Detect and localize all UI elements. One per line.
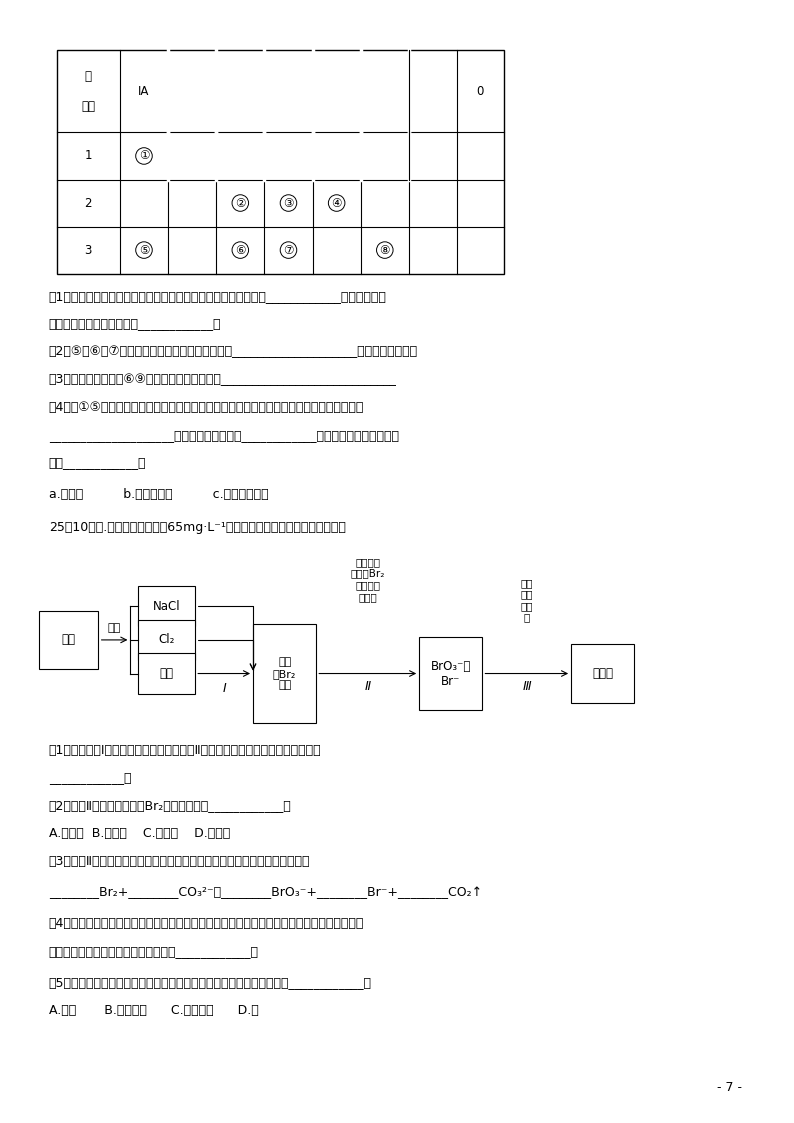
- Text: 与二氧化硫水溶液反应的化学方程式：____________。: 与二氧化硫水溶液反应的化学方程式：____________。: [49, 944, 259, 958]
- Bar: [57, 49, 504, 274]
- Text: Ⅱ: Ⅱ: [364, 681, 371, 693]
- Text: 晒盐: 晒盐: [108, 623, 121, 633]
- Text: 1: 1: [85, 149, 92, 163]
- Text: （1）在上述元素的最高价氧化物对应的水化物中：碱性最强的是____________（用化学式表: （1）在上述元素的最高价氧化物对应的水化物中：碱性最强的是___________…: [49, 291, 387, 303]
- Text: 海水: 海水: [62, 633, 75, 647]
- Bar: [419, 637, 483, 710]
- Bar: [571, 645, 634, 703]
- Text: 码）____________。: 码）____________。: [49, 456, 146, 469]
- Bar: [39, 611, 98, 669]
- Text: （2）⑤、⑥、⑦的简单离子半径由大到小的顺序是____________________（用离子符号）。: （2）⑤、⑥、⑦的简单离子半径由大到小的顺序是_________________…: [49, 345, 418, 358]
- Text: 2: 2: [85, 197, 92, 210]
- Text: ⑦: ⑦: [283, 244, 294, 256]
- Text: ③: ③: [283, 197, 294, 210]
- Text: Ⅲ: Ⅲ: [522, 681, 531, 693]
- Text: 工业溨: 工业溨: [592, 667, 613, 681]
- Text: ⑥: ⑥: [235, 244, 245, 256]
- Text: 通入热空
气吹出Br₂
用纯碗溶
液吸收: 通入热空 气吹出Br₂ 用纯碗溶 液吸收: [350, 557, 385, 602]
- Text: （4）上述流程中吹出的溨蕊气，也可先用二氧化硫水溶液吸收，再用氯气氧化后蕊馅。写出溨: （4）上述流程中吹出的溨蕊气，也可先用二氧化硫水溶液吸收，再用氯气氧化后蕊馅。写…: [49, 916, 364, 930]
- Text: ②: ②: [235, 197, 245, 210]
- Bar: [253, 624, 316, 723]
- Text: IA: IA: [138, 84, 150, 98]
- Text: ____________。: ____________。: [49, 772, 131, 784]
- Text: 0: 0: [476, 84, 484, 98]
- Text: ⑤: ⑤: [139, 244, 149, 256]
- Text: （3）步骤Ⅱ中涉及的离子反应如下，请在下面横线上填入适当的化学计量数：: （3）步骤Ⅱ中涉及的离子反应如下，请在下面横线上填入适当的化学计量数：: [49, 855, 310, 868]
- Text: Cl₂: Cl₂: [159, 633, 175, 647]
- Text: A.乙醇       B.四氯化碘      C.烧碗溶液      D.苯: A.乙醇 B.四氯化碘 C.烧碗溶液 D.苯: [49, 1004, 259, 1017]
- Text: ________Br₂+________CO₃²⁻＝________BrO₃⁻+________Br⁻+________CO₂↑: ________Br₂+________CO₃²⁻＝________BrO₃⁻+…: [49, 886, 482, 900]
- Text: a.离子键          b.极性共价键          c.非极性共价键: a.离子键 b.极性共价键 c.非极性共价键: [49, 487, 268, 501]
- Text: Ⅰ: Ⅰ: [222, 683, 226, 695]
- Text: A.氧化性  B.还原性    C.挤发性    D.腐蚀性: A.氧化性 B.还原性 C.挤发性 D.腐蚀性: [49, 827, 230, 840]
- Text: ④: ④: [331, 197, 342, 210]
- Text: 用硫
酸酸
化蕊
馅: 用硫 酸酸 化蕊 馅: [521, 577, 533, 622]
- Text: - 7 -: - 7 -: [717, 1080, 742, 1094]
- Text: 族

周期: 族 周期: [81, 70, 95, 112]
- Text: BrO₃⁻、
Br⁻: BrO₃⁻、 Br⁻: [430, 659, 471, 687]
- Bar: [138, 586, 195, 627]
- Text: 25（10分）.海水中溨含量约为65mg·L⁻¹，从海水中提取溨的工艺流程如下：: 25（10分）.海水中溨含量约为65mg·L⁻¹，从海水中提取溨的工艺流程如下：: [49, 521, 345, 535]
- Text: 示，下同）；属于强酸的是____________。: 示，下同）；属于强酸的是____________。: [49, 318, 222, 330]
- Bar: [138, 620, 195, 660]
- Text: NaCl: NaCl: [153, 600, 180, 613]
- Text: （5）实验室分离溨还可以用溶剖萍取法，下列可以用作溨的萍取剖的是____________。: （5）实验室分离溨还可以用溶剖萍取法，下列可以用作溨的萍取剖的是________…: [49, 976, 372, 989]
- Text: 低浓
度Br₂
溶液: 低浓 度Br₂ 溶液: [273, 657, 296, 691]
- Text: ①: ①: [139, 149, 149, 163]
- Text: ____________________，反应物的电子式是____________，其所含化学键为（选代: ____________________，反应物的电子式是___________…: [49, 429, 399, 442]
- Text: 孤水: 孤水: [160, 667, 174, 681]
- Text: 3: 3: [85, 244, 92, 256]
- Bar: [138, 654, 195, 694]
- Text: （4）由①⑤两种元素可形成常见的两种液态化合物，写出一种分解生另一种的化学方程式：: （4）由①⑤两种元素可形成常见的两种液态化合物，写出一种分解生另一种的化学方程式…: [49, 401, 364, 414]
- Text: （2）步骤Ⅱ通入热空气吹出Br₂，利用了溨的____________。: （2）步骤Ⅱ通入热空气吹出Br₂，利用了溨的____________。: [49, 798, 291, 812]
- Text: ⑧: ⑧: [380, 244, 390, 256]
- Text: （3）用电子式表示由⑥⑨形成化合物的形成过程____________________________: （3）用电子式表示由⑥⑨形成化合物的形成过程__________________…: [49, 373, 397, 386]
- Text: （1）以上步骤Ⅰ中已获得游离态的溨，步骤Ⅱ又将之转变成化合态的溨，其目的是: （1）以上步骤Ⅰ中已获得游离态的溨，步骤Ⅱ又将之转变成化合态的溨，其目的是: [49, 745, 322, 757]
